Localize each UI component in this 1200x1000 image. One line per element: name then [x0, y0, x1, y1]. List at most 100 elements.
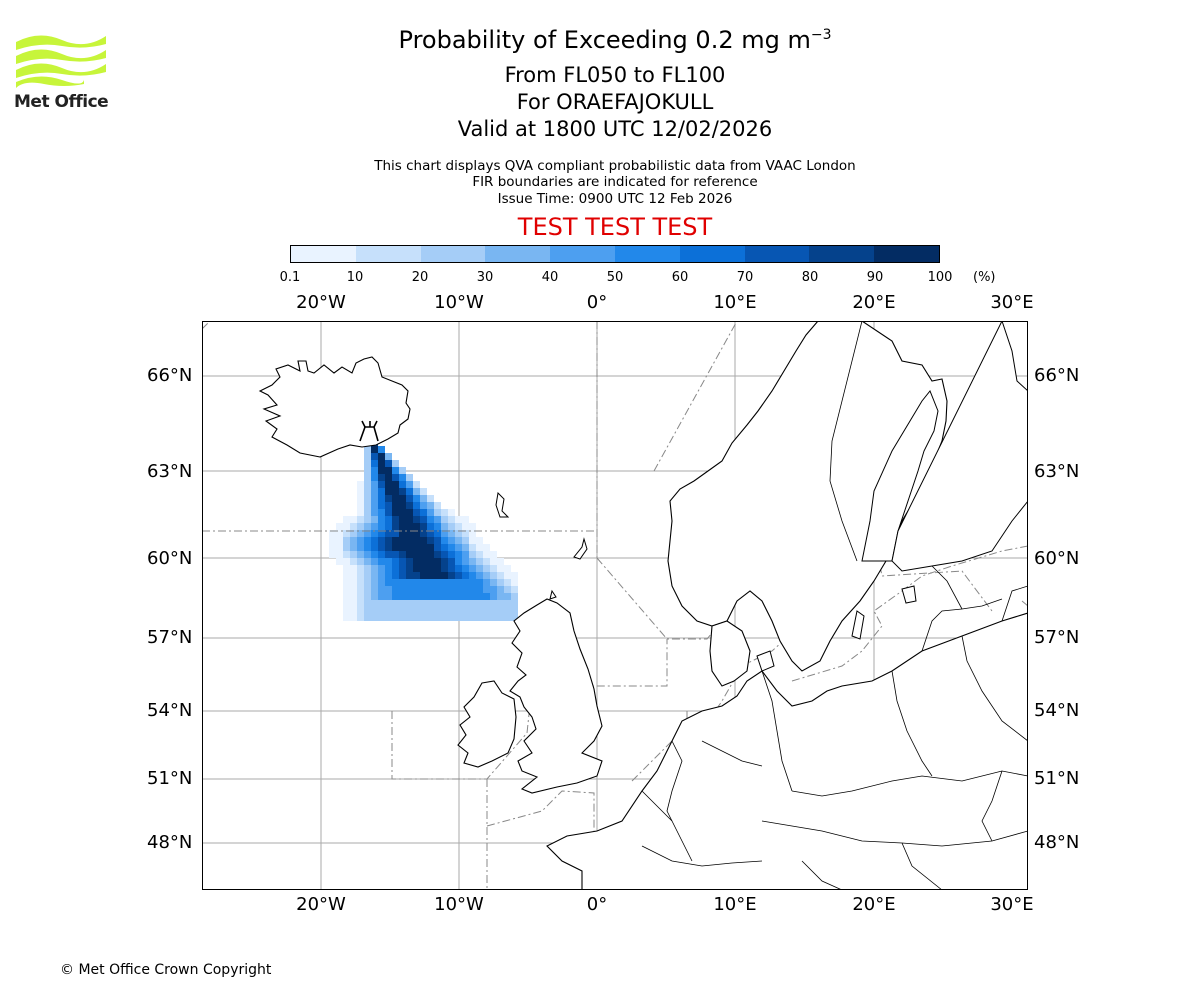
subtitle-description: This chart displays QVA compliant probab…	[374, 158, 856, 174]
plume-cell	[413, 551, 420, 558]
plume-cell	[385, 523, 392, 530]
plume-cell	[427, 579, 434, 586]
colorbar-tick-label: 0.1	[279, 270, 301, 285]
plume-cell	[490, 607, 497, 614]
plume-cell	[413, 586, 420, 593]
plume-cell	[385, 516, 392, 523]
colorbar-tick-label: 10	[346, 270, 364, 285]
plume-cell	[483, 593, 490, 600]
plume-cell	[504, 593, 511, 600]
plume-cell	[462, 607, 469, 614]
plume-cell	[434, 530, 441, 537]
plume-cell	[378, 474, 385, 481]
plume-cell	[455, 544, 462, 551]
valid-time: Valid at 1800 UTC 12/02/2026	[457, 117, 773, 141]
plume-cell	[392, 481, 399, 488]
plume-cell	[427, 537, 434, 544]
plume-cell	[469, 572, 476, 579]
plume-cell	[413, 495, 420, 502]
plume-cell	[448, 600, 455, 607]
plume-cell	[462, 586, 469, 593]
plume-cell	[385, 558, 392, 565]
plume-cell	[357, 516, 364, 523]
plume-cell	[378, 509, 385, 516]
plume-cell	[441, 600, 448, 607]
plume-cell	[490, 600, 497, 607]
plume-cell	[413, 537, 420, 544]
plume-cell	[448, 614, 455, 621]
plume-cell	[434, 509, 441, 516]
latitude-label: 48°N	[147, 832, 193, 853]
plume-cell	[511, 593, 518, 600]
plume-cell	[378, 537, 385, 544]
plume-cell	[392, 474, 399, 481]
plume-cell	[420, 523, 427, 530]
longitude-label: 30°E	[990, 894, 1034, 915]
plume-cell	[399, 600, 406, 607]
plume-cell	[343, 607, 350, 614]
plume-cell	[406, 586, 413, 593]
plume-cell	[378, 544, 385, 551]
plume-cell	[455, 572, 462, 579]
plume-cell	[427, 586, 434, 593]
plume-cell	[378, 467, 385, 474]
country-borders	[641, 321, 1028, 890]
plume-cell	[329, 537, 336, 544]
plume-cell	[497, 558, 504, 565]
plume-cell	[343, 551, 350, 558]
plume-cell	[336, 551, 343, 558]
plume-cell	[364, 572, 371, 579]
plume-cell	[406, 474, 413, 481]
longitude-label: 20°W	[296, 894, 346, 915]
plume-cell	[413, 509, 420, 516]
plume-cell	[462, 537, 469, 544]
plume-cell	[434, 537, 441, 544]
plume-cell	[420, 488, 427, 495]
plume-cell	[483, 614, 490, 621]
plume-cell	[441, 572, 448, 579]
plume-cell	[420, 586, 427, 593]
plume-cell	[469, 544, 476, 551]
plume-cell	[392, 537, 399, 544]
plume-cell	[406, 544, 413, 551]
plume-cell	[378, 516, 385, 523]
plume-cell	[406, 593, 413, 600]
plume-cell	[413, 523, 420, 530]
plume-cell	[399, 474, 406, 481]
europe-coastline	[546, 612, 1028, 890]
volcano-icon	[359, 420, 379, 442]
plume-cell	[378, 558, 385, 565]
colorbar-tick-label: 70	[736, 270, 754, 285]
plume-cell	[392, 460, 399, 467]
plume-cell	[413, 600, 420, 607]
plume-cell	[441, 558, 448, 565]
plume-cell	[329, 530, 336, 537]
plume-cell	[427, 593, 434, 600]
plume-cell	[476, 586, 483, 593]
plume-cell	[357, 502, 364, 509]
plume-cell	[427, 572, 434, 579]
plume-cell	[448, 572, 455, 579]
plume-cell	[469, 607, 476, 614]
plume-cell	[448, 530, 455, 537]
plume-cell	[434, 551, 441, 558]
plume-cell	[385, 495, 392, 502]
plume-cell	[350, 572, 357, 579]
plume-cell	[469, 551, 476, 558]
plume-cell	[364, 530, 371, 537]
plume-cell	[357, 579, 364, 586]
plume-cell	[462, 516, 469, 523]
colorbar-bin-8	[809, 246, 875, 262]
plume-cell	[469, 579, 476, 586]
plume-cell	[364, 509, 371, 516]
plume-cell	[420, 593, 427, 600]
plume-cell	[392, 502, 399, 509]
plume-cell	[434, 586, 441, 593]
plume-cell	[350, 579, 357, 586]
plume-cell	[406, 495, 413, 502]
plume-cell	[378, 481, 385, 488]
plume-cell	[476, 607, 483, 614]
plume-cell	[483, 558, 490, 565]
plume-cell	[469, 600, 476, 607]
plume-cell	[385, 537, 392, 544]
